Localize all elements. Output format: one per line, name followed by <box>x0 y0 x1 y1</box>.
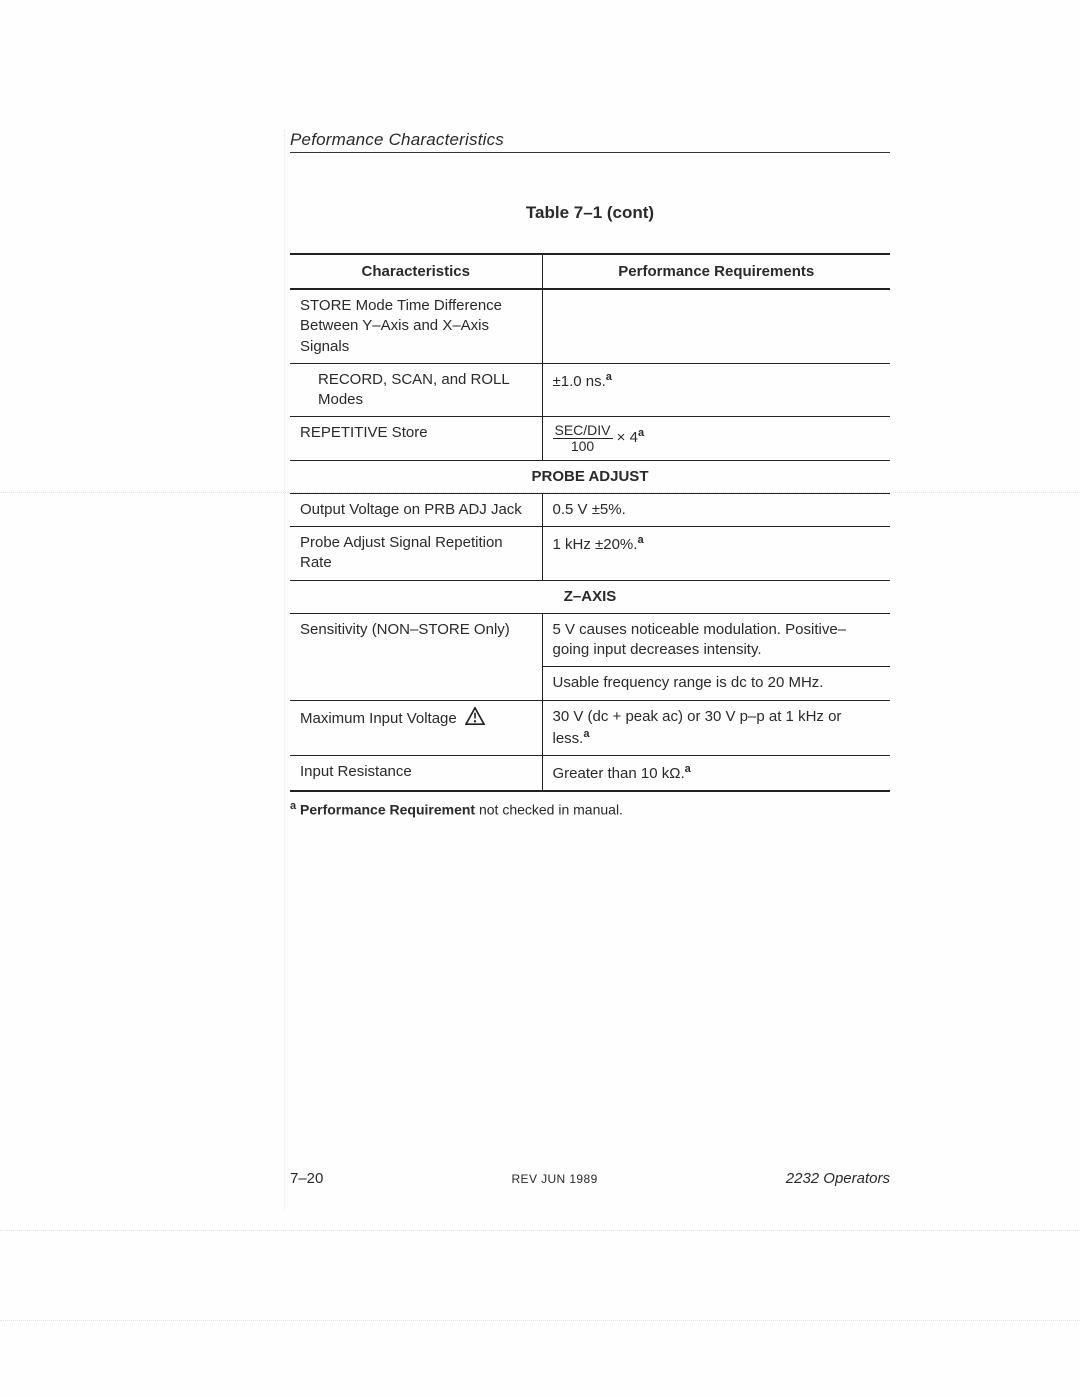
cell-characteristic: STORE Mode Time Difference Between Y–Axi… <box>290 289 542 363</box>
cell-characteristic: Maximum Input Voltage <box>290 700 542 756</box>
table-header-row: Characteristics Performance Requirements <box>290 254 890 289</box>
footnote-ref-icon: a <box>685 763 691 775</box>
page-footer: 7–20 REV JUN 1989 2232 Operators <box>290 1170 890 1187</box>
table-row: REPETITIVE Store SEC/DIV 100 × 4a <box>290 417 890 460</box>
cell-requirement: Usable frequency range is dc to 20 MHz. <box>542 667 890 700</box>
table-row: Probe Adjust Signal Repetition Rate 1 kH… <box>290 527 890 581</box>
cell-requirement: SEC/DIV 100 × 4a <box>542 417 890 460</box>
fraction-numerator: SEC/DIV <box>553 423 613 439</box>
footer-page-number: 7–20 <box>290 1170 323 1187</box>
cell-characteristic: Input Resistance <box>290 756 542 792</box>
cell-characteristic: Output Voltage on PRB ADJ Jack <box>290 493 542 526</box>
scan-artifact-line <box>0 1320 1080 1321</box>
col-header-characteristics: Characteristics <box>290 254 542 289</box>
cell-requirement: 30 V (dc + peak ac) or 30 V p–p at 1 kHz… <box>542 700 890 756</box>
footnote-ref-icon: a <box>606 371 612 383</box>
table-row: Sensitivity (NON–STORE Only) 5 V causes … <box>290 613 890 667</box>
footer-revision: REV JUN 1989 <box>511 1172 597 1186</box>
section-title: Peformance Characteristics <box>290 130 890 153</box>
value-text: 1 kHz ±20%. <box>553 536 638 553</box>
footnote-ref-icon: a <box>583 728 589 740</box>
scan-artifact-line <box>0 1230 1080 1231</box>
characteristic-text: Maximum Input Voltage <box>300 710 457 727</box>
table-section-row: PROBE ADJUST <box>290 460 890 493</box>
section-label: Z–AXIS <box>290 580 890 613</box>
value-text: Greater than 10 kΩ. <box>553 765 685 782</box>
page-binding-shadow <box>284 130 285 1210</box>
value-text: × 4 <box>613 429 638 446</box>
cell-requirement: 0.5 V ±5%. <box>542 493 890 526</box>
scan-artifact-line <box>0 492 1080 493</box>
cell-characteristic: REPETITIVE Store <box>290 417 542 460</box>
value-text: 30 V (dc + peak ac) or 30 V p–p at 1 kHz… <box>553 708 842 747</box>
footnote-bold: Performance Requirement <box>300 802 475 818</box>
cell-requirement: Greater than 10 kΩ.a <box>542 756 890 792</box>
spec-table: Characteristics Performance Requirements… <box>290 253 890 792</box>
cell-requirement <box>542 289 890 363</box>
col-header-performance: Performance Requirements <box>542 254 890 289</box>
fraction: SEC/DIV 100 <box>553 423 613 453</box>
cell-requirement: ±1.0 ns.a <box>542 363 890 417</box>
table-row: Input Resistance Greater than 10 kΩ.a <box>290 756 890 792</box>
footnote-ref-icon: a <box>638 427 644 439</box>
page-content: Peformance Characteristics Table 7–1 (co… <box>290 130 890 818</box>
cell-characteristic: RECORD, SCAN, and ROLL Modes <box>290 363 542 417</box>
cell-requirement: 1 kHz ±20%.a <box>542 527 890 581</box>
table-section-row: Z–AXIS <box>290 580 890 613</box>
table-row: STORE Mode Time Difference Between Y–Axi… <box>290 289 890 363</box>
cell-characteristic: Sensitivity (NON–STORE Only) <box>290 613 542 700</box>
table-caption: Table 7–1 (cont) <box>290 203 890 223</box>
table-row: RECORD, SCAN, and ROLL Modes ±1.0 ns.a <box>290 363 890 417</box>
footnote: a Performance Requirement not checked in… <box>290 800 890 818</box>
table-row: Maximum Input Voltage 30 V (dc + peak ac… <box>290 700 890 756</box>
footnote-rest: not checked in manual. <box>475 802 623 818</box>
value-text: ±1.0 ns. <box>553 373 606 390</box>
fraction-denominator: 100 <box>553 439 613 454</box>
warning-icon <box>465 707 485 731</box>
section-label: PROBE ADJUST <box>290 460 890 493</box>
table-row: Output Voltage on PRB ADJ Jack 0.5 V ±5%… <box>290 493 890 526</box>
footnote-marker: a <box>290 800 296 812</box>
footer-manual-title: 2232 Operators <box>786 1170 890 1187</box>
cell-characteristic: Probe Adjust Signal Repetition Rate <box>290 527 542 581</box>
table-body: STORE Mode Time Difference Between Y–Axi… <box>290 289 890 791</box>
footnote-ref-icon: a <box>637 534 643 546</box>
cell-requirement: 5 V causes noticeable modulation. Positi… <box>542 613 890 667</box>
